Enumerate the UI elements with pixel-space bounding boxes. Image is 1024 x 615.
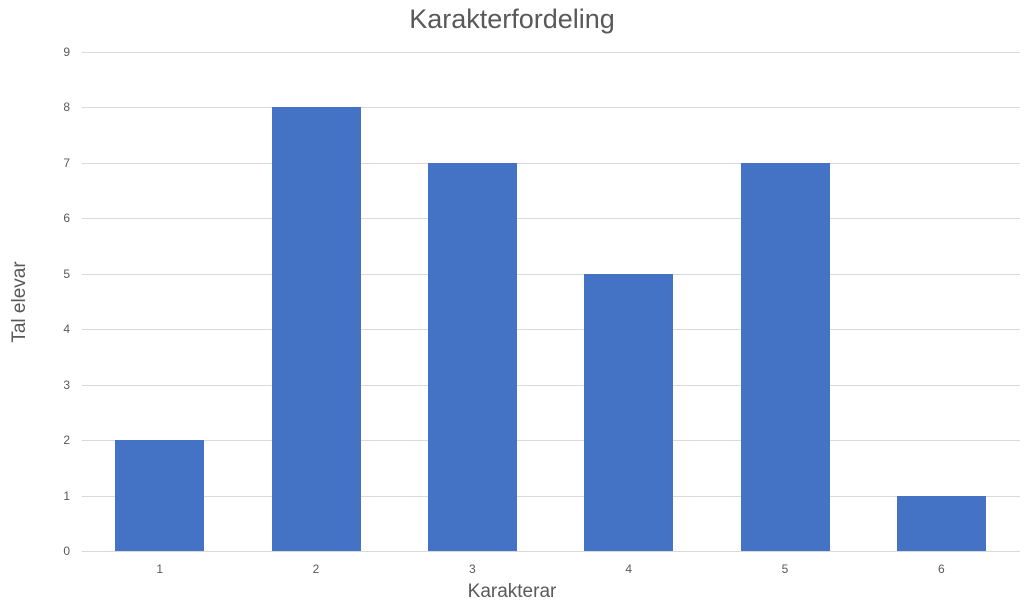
y-tick-label: 5 [63, 266, 70, 281]
bar[interactable] [896, 495, 986, 551]
x-axis-label: Karakterar [467, 581, 557, 602]
y-tick-label: 0 [63, 544, 70, 558]
chart-title: Karakterfordeling [409, 4, 615, 34]
x-tick-label: 1 [156, 562, 163, 576]
bar[interactable] [584, 273, 674, 551]
y-tick-label: 9 [63, 45, 70, 59]
x-tick-label: 6 [937, 562, 945, 576]
y-tick-label: 4 [63, 322, 70, 337]
y-tick-label: 3 [63, 377, 70, 392]
x-tick-label: 4 [625, 562, 632, 576]
bar[interactable] [740, 162, 830, 551]
gridline [82, 329, 1020, 331]
y-tick-label: 2 [63, 433, 70, 448]
gridline [82, 495, 1020, 497]
x-tick-label: 5 [781, 562, 789, 576]
bar[interactable] [115, 440, 205, 551]
gridline [82, 107, 1020, 109]
gridline [82, 384, 1020, 386]
x-tick-label: 3 [468, 562, 476, 576]
y-tick-label: 6 [63, 211, 70, 226]
y-tick-label: 7 [63, 155, 70, 170]
plot-area: 0 1 2 3 4 5 6 7 8 9 1 2 3 4 5 6 [63, 45, 1020, 576]
bar[interactable] [271, 107, 361, 551]
bar[interactable] [427, 162, 517, 551]
x-tick-label: 2 [312, 562, 320, 576]
gridline [82, 162, 1020, 164]
y-tick-label: 1 [63, 488, 70, 503]
gridline [82, 52, 1020, 53]
gridline [82, 273, 1020, 275]
y-axis-label: Tal elevar [9, 261, 30, 343]
y-tick-label: 8 [63, 100, 70, 115]
gridline [82, 440, 1020, 442]
gridline [82, 218, 1020, 220]
gridline [82, 551, 1020, 552]
